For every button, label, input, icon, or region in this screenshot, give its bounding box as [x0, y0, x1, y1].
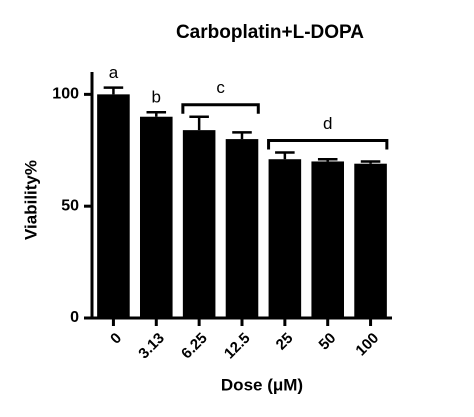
y-tick-label: 50 — [61, 197, 79, 214]
significance-letter: a — [109, 63, 119, 82]
y-tick-label: 0 — [70, 309, 79, 326]
bar — [354, 163, 387, 318]
x-tick-label: 0 — [107, 330, 125, 348]
y-axis-label: Viability% — [21, 160, 40, 240]
x-tick-label: 12.5 — [221, 330, 254, 363]
significance-bracket — [267, 139, 389, 150]
bar — [268, 159, 302, 318]
x-tick-label: 25 — [273, 330, 297, 354]
x-tick-label: 3.13 — [135, 330, 168, 363]
significance-letter: d — [323, 114, 332, 133]
bar — [311, 161, 344, 318]
significance-letter: c — [216, 78, 225, 97]
x-axis-label: Dose (μM) — [221, 375, 303, 394]
x-tick-label: 6.25 — [178, 330, 211, 363]
x-tick-label: 50 — [316, 330, 340, 354]
y-tick-label: 100 — [52, 86, 79, 103]
bar — [225, 139, 259, 318]
bar — [182, 130, 216, 318]
chart-title: Carboplatin+L-DOPA — [176, 22, 364, 43]
x-tick-label: 100 — [352, 330, 382, 360]
significance-letter: b — [152, 88, 161, 107]
bar — [140, 116, 173, 319]
significance-bracket — [181, 103, 260, 114]
bar — [97, 94, 130, 318]
